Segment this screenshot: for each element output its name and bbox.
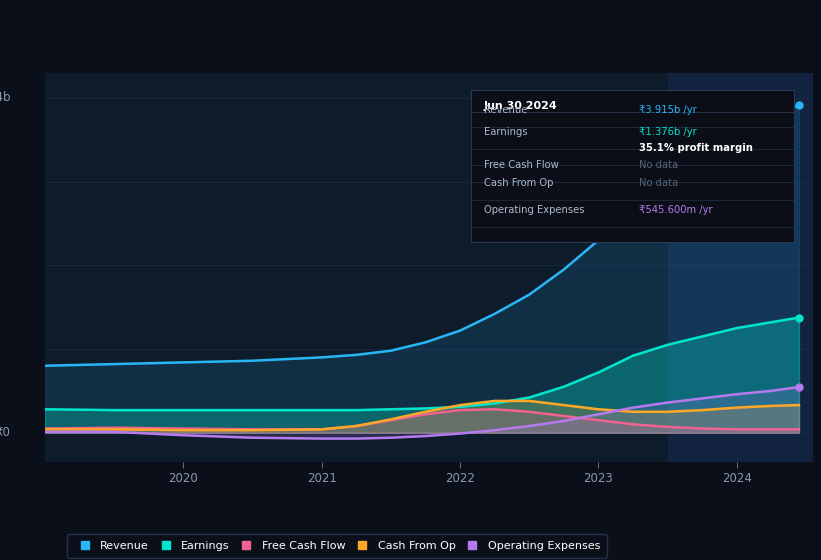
Text: 35.1% profit margin: 35.1% profit margin — [639, 143, 753, 153]
Text: ₹545.600m /yr: ₹545.600m /yr — [639, 205, 713, 215]
Legend: Revenue, Earnings, Free Cash Flow, Cash From Op, Operating Expenses: Revenue, Earnings, Free Cash Flow, Cash … — [67, 534, 607, 558]
Text: Revenue: Revenue — [484, 105, 527, 115]
Text: Earnings: Earnings — [484, 127, 528, 137]
Text: No data: No data — [639, 160, 678, 170]
Text: ₹1.376b /yr: ₹1.376b /yr — [639, 127, 696, 137]
Text: Operating Expenses: Operating Expenses — [484, 205, 585, 215]
Text: Cash From Op: Cash From Op — [484, 178, 553, 188]
Text: ₹3.915b /yr: ₹3.915b /yr — [639, 105, 696, 115]
Text: Jun 30 2024: Jun 30 2024 — [484, 101, 557, 111]
Text: No data: No data — [639, 178, 678, 188]
Bar — [667, 73, 813, 462]
Text: ₹4b: ₹4b — [0, 91, 11, 104]
Text: Free Cash Flow: Free Cash Flow — [484, 160, 559, 170]
Text: ₹0: ₹0 — [0, 426, 11, 439]
